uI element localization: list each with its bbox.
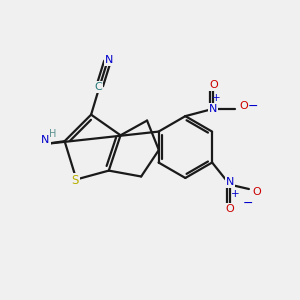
Text: N: N bbox=[41, 135, 50, 145]
Text: +: + bbox=[212, 93, 220, 103]
Text: −: − bbox=[243, 196, 254, 210]
Text: N: N bbox=[105, 55, 113, 65]
Text: S: S bbox=[71, 174, 79, 188]
Text: +: + bbox=[231, 189, 239, 199]
Text: O: O bbox=[252, 187, 261, 197]
Text: −: − bbox=[248, 100, 258, 113]
Text: O: O bbox=[225, 204, 234, 214]
Text: C: C bbox=[94, 82, 102, 92]
Text: N: N bbox=[209, 104, 218, 114]
Text: O: O bbox=[239, 101, 248, 111]
Text: N: N bbox=[226, 177, 234, 187]
Text: H: H bbox=[49, 129, 56, 139]
Text: O: O bbox=[209, 80, 218, 90]
